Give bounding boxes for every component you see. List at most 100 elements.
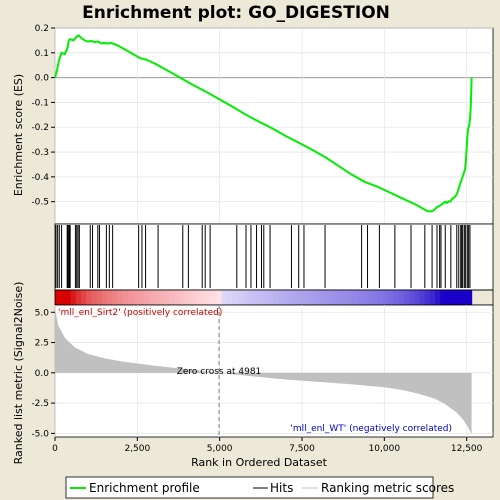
heatbar-segment xyxy=(221,290,228,305)
heatbar-segment xyxy=(398,290,405,305)
heatbar-segment xyxy=(435,290,441,305)
metric-y-tick-label: -2.5 xyxy=(31,399,49,409)
es-y-tick-label: -0.4 xyxy=(31,173,49,183)
heatbar-segment xyxy=(315,290,322,305)
heatbar-segment xyxy=(55,290,61,305)
heatbar-segment xyxy=(341,290,348,305)
heatbar-segment xyxy=(206,290,212,305)
heatbar-segment xyxy=(91,290,98,305)
heatbar-segment xyxy=(65,290,72,305)
x-tick-label: 7,500 xyxy=(289,444,315,454)
heatbar-segment xyxy=(424,290,431,305)
heatbar-segment xyxy=(60,290,67,305)
es-axis-title: Enrichment score (ES) xyxy=(12,74,25,196)
x-tick-label: 0 xyxy=(52,444,58,454)
heatbar-segment xyxy=(278,290,285,305)
heatbar-segment xyxy=(294,290,301,305)
heatbar-segment xyxy=(336,290,343,305)
heatbar-segment xyxy=(346,290,353,305)
heatbar-segment xyxy=(372,290,379,305)
metric-y-tick-label: -5.0 xyxy=(31,429,49,439)
heatbar-segment xyxy=(107,290,113,305)
heatbar-segment xyxy=(284,290,290,305)
es-y-tick-label: -0.1 xyxy=(31,98,49,108)
heatbar-segment xyxy=(273,290,280,305)
legend-hits-label: Hits xyxy=(270,481,293,495)
heatbar-segment xyxy=(351,290,358,305)
legend: Enrichment profile Hits Ranking metric s… xyxy=(65,476,454,499)
zero-cross-label: Zero cross at 4981 xyxy=(177,367,262,377)
heatbar-segment xyxy=(148,290,155,305)
heatbar-segment xyxy=(216,290,223,305)
heatbar-segment xyxy=(138,290,145,305)
es-y-tick-label: -0.5 xyxy=(31,198,49,208)
heatbar-segment xyxy=(461,290,467,305)
legend-profile-label: Enrichment profile xyxy=(89,481,200,495)
metric-y-tick-label: 2.5 xyxy=(35,339,49,349)
heatbar-segment xyxy=(429,290,436,305)
negative-label: 'mll_enl_WT' (negatively correlated) xyxy=(290,424,452,434)
x-tick-label: 10,000 xyxy=(369,444,401,454)
hits-panel xyxy=(54,223,494,291)
heatbar-segment xyxy=(247,290,254,305)
heatbar-segment xyxy=(75,290,82,305)
heatbar-segment xyxy=(440,290,447,305)
es-y-tick-label: 0.0 xyxy=(35,74,50,84)
heatbar-segment xyxy=(200,290,207,305)
heatbar-segment xyxy=(299,290,306,305)
legend-box xyxy=(65,476,434,499)
heatbar-segment xyxy=(117,290,124,305)
metric-area xyxy=(55,308,472,435)
x-tick-label: 2,500 xyxy=(124,444,150,454)
heatbar-segment xyxy=(122,290,129,305)
es-y-tick-label: 0.1 xyxy=(35,49,49,59)
heatbar-segment xyxy=(101,290,108,305)
heatbar-segment xyxy=(96,290,103,305)
es-y-tick-label: -0.2 xyxy=(31,123,49,133)
heatbar-segment xyxy=(445,290,452,305)
chart-title: Enrichment plot: GO_DIGESTION xyxy=(82,3,390,23)
heatbar-segment xyxy=(263,290,270,305)
heatbar-segment xyxy=(320,290,327,305)
heatbar-segment xyxy=(226,290,233,305)
heatbar-segment xyxy=(112,290,119,305)
x-ticks: 0 2,500 5,000 7,500 10,000 12,500 xyxy=(52,437,483,454)
metric-y-tick-label: 5.0 xyxy=(35,308,50,318)
es-y-ticks: 0.2 0.1 0.0 -0.1 -0.2 -0.3 -0.4 -0.5 xyxy=(31,24,55,208)
heatbar-segment xyxy=(133,290,139,305)
heatbar-segment xyxy=(414,290,421,305)
heatbar-segment xyxy=(383,290,389,305)
heatbar-segment xyxy=(127,290,134,305)
heatbar-segment xyxy=(289,290,296,305)
heatbar-segment xyxy=(409,290,415,305)
heatbar-segment xyxy=(393,290,400,305)
heatbar-segment xyxy=(403,290,410,305)
heatbar-segment xyxy=(190,290,197,305)
heatbar-segment xyxy=(450,290,457,305)
hits-marks xyxy=(55,225,471,288)
heatbar-segment xyxy=(357,290,363,305)
heatbar-segment xyxy=(195,290,202,305)
ranking-heatbar xyxy=(55,290,473,305)
heatbar-segment xyxy=(159,290,165,305)
heatbar-segment xyxy=(310,290,316,305)
positive-label: 'mll_enl_Sirt2' (positively correlated) xyxy=(58,308,222,318)
es-panel xyxy=(54,27,494,225)
heatbar-segment xyxy=(174,290,181,305)
metric-axis-title: Ranked list metric (Signal2Noise) xyxy=(12,282,25,465)
heatbar-segment xyxy=(185,290,191,305)
es-gridlines xyxy=(54,27,493,224)
heatbar-segment xyxy=(153,290,160,305)
heatbar-segment xyxy=(70,290,77,305)
heatbar-segment xyxy=(367,290,374,305)
heatbar-segment xyxy=(419,290,426,305)
heatbar-segment xyxy=(86,290,93,305)
heatbar-segment xyxy=(304,290,311,305)
legend-metric-label: Ranking metric scores xyxy=(321,481,454,495)
heatbar-segment xyxy=(466,290,473,305)
heatbar-segment xyxy=(179,290,186,305)
heatbar-segment xyxy=(325,290,332,305)
metric-y-tick-label: 0.0 xyxy=(35,369,50,379)
heatbar-segment xyxy=(377,290,384,305)
